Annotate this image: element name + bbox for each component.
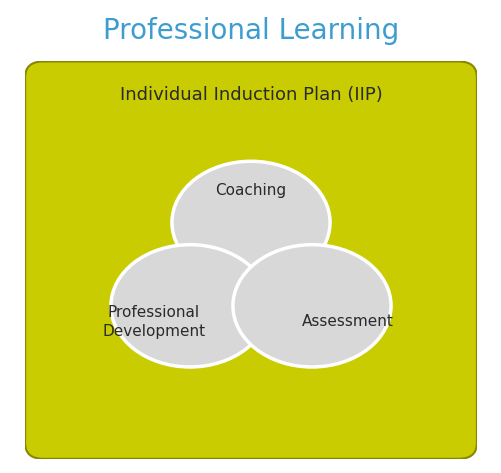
Text: Individual Induction Plan (IIP): Individual Induction Plan (IIP): [119, 86, 382, 104]
Text: Professional
Development: Professional Development: [102, 305, 205, 339]
Text: Coaching: Coaching: [215, 183, 286, 198]
Ellipse shape: [172, 161, 330, 283]
FancyBboxPatch shape: [25, 61, 476, 459]
Ellipse shape: [232, 245, 390, 367]
Text: Professional Learning: Professional Learning: [103, 17, 398, 45]
Ellipse shape: [111, 245, 269, 367]
Text: Assessment: Assessment: [302, 314, 393, 329]
